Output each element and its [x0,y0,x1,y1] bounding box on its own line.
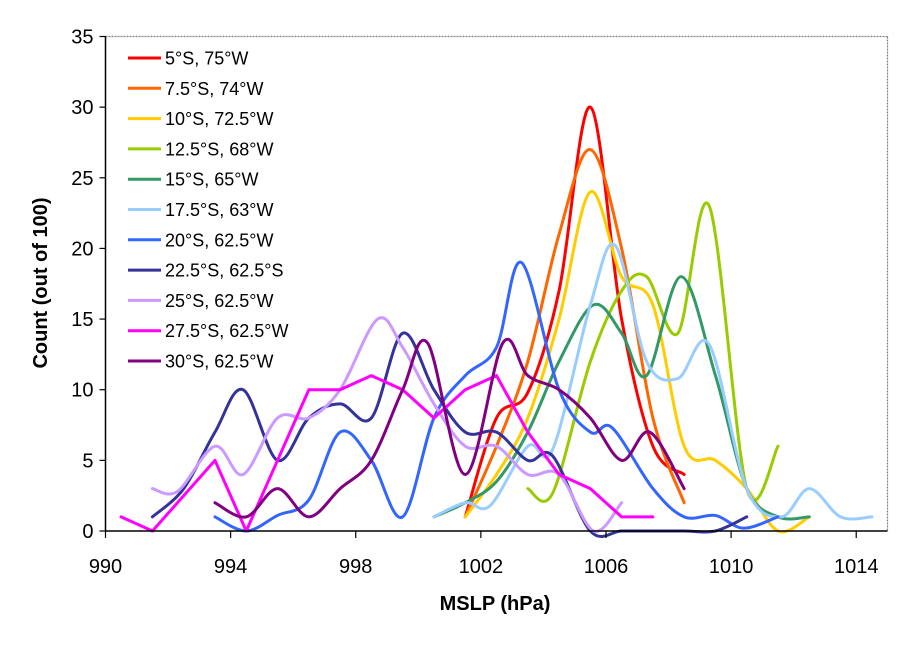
legend-item: 25°S, 62.5°W [128,291,273,311]
y-tick-label: 30 [71,97,93,119]
series-line [213,261,780,533]
series-line [119,374,655,533]
legend-label: 27.5°S, 62.5°W [165,321,288,341]
legend-label: 22.5°S, 62.5°S [165,261,283,281]
legend-label: 25°S, 62.5°W [165,291,273,311]
legend-label: 17.5°S, 63°W [165,200,273,220]
series-11 [213,338,686,519]
y-tick-label: 20 [71,238,93,260]
legend-item: 15°S, 65°W [128,170,258,190]
y-tick-label: 25 [71,168,93,190]
series-1 [463,105,686,519]
x-tick-label: 1010 [709,556,754,578]
series-line [463,105,686,519]
legend-item: 27.5°S, 62.5°W [128,321,288,341]
y-tick-label: 15 [71,309,93,331]
x-tick-label: 1014 [834,556,879,578]
legend-label: 7.5°S, 74°W [165,79,263,99]
legend-label: 15°S, 65°W [165,170,258,190]
legend-label: 20°S, 62.5°W [165,230,273,250]
legend-label: 5°S, 75°W [165,49,248,69]
x-tick-label: 994 [214,556,247,578]
legend-item: 17.5°S, 63°W [128,200,273,220]
legend-label: 10°S, 72.5°W [165,109,273,129]
x-tick-label: 998 [339,556,372,578]
axes: 0 5 10 15 20 25 30 35 990 994 998 1002 1006 1010 1014 [71,27,888,578]
legend-item: 22.5°S, 62.5°S [128,261,283,281]
series-line [432,242,874,521]
y-tick-label: 5 [82,450,93,472]
legend-item: 10°S, 72.5°W [128,109,273,129]
legend-item: 30°S, 62.5°W [128,352,273,372]
y-tick-label: 35 [71,27,93,49]
series-line [150,316,624,533]
series-4 [526,201,780,503]
legend-item: 20°S, 62.5°W [128,230,273,250]
series-line [463,148,686,519]
series-10 [119,374,655,533]
series-9 [150,316,624,533]
series-7 [213,261,780,533]
series-line [526,201,780,503]
series-6 [432,242,874,521]
legend-item: 12.5°S, 68°W [128,139,273,159]
legend-label: 30°S, 62.5°W [165,352,273,372]
plot-area [105,35,889,531]
legend: 5°S, 75°W 7.5°S, 74°W 10°S, 72.5°W 12.5°S, … [128,49,288,372]
legend-label: 12.5°S, 68°W [165,139,273,159]
y-axis-title: Count (out of 100) [30,197,52,368]
legend-item: 7.5°S, 74°W [128,79,263,99]
y-tick-label: 10 [71,380,93,402]
series-line [213,338,686,519]
y-tick-label: 0 [82,521,93,543]
x-axis-title: MSLP (hPa) [440,593,551,615]
legend-item: 5°S, 75°W [128,49,248,69]
x-tick-label: 1002 [459,556,504,578]
series-2 [463,148,686,519]
x-tick-label: 990 [89,556,122,578]
x-tick-label: 1006 [584,556,629,578]
